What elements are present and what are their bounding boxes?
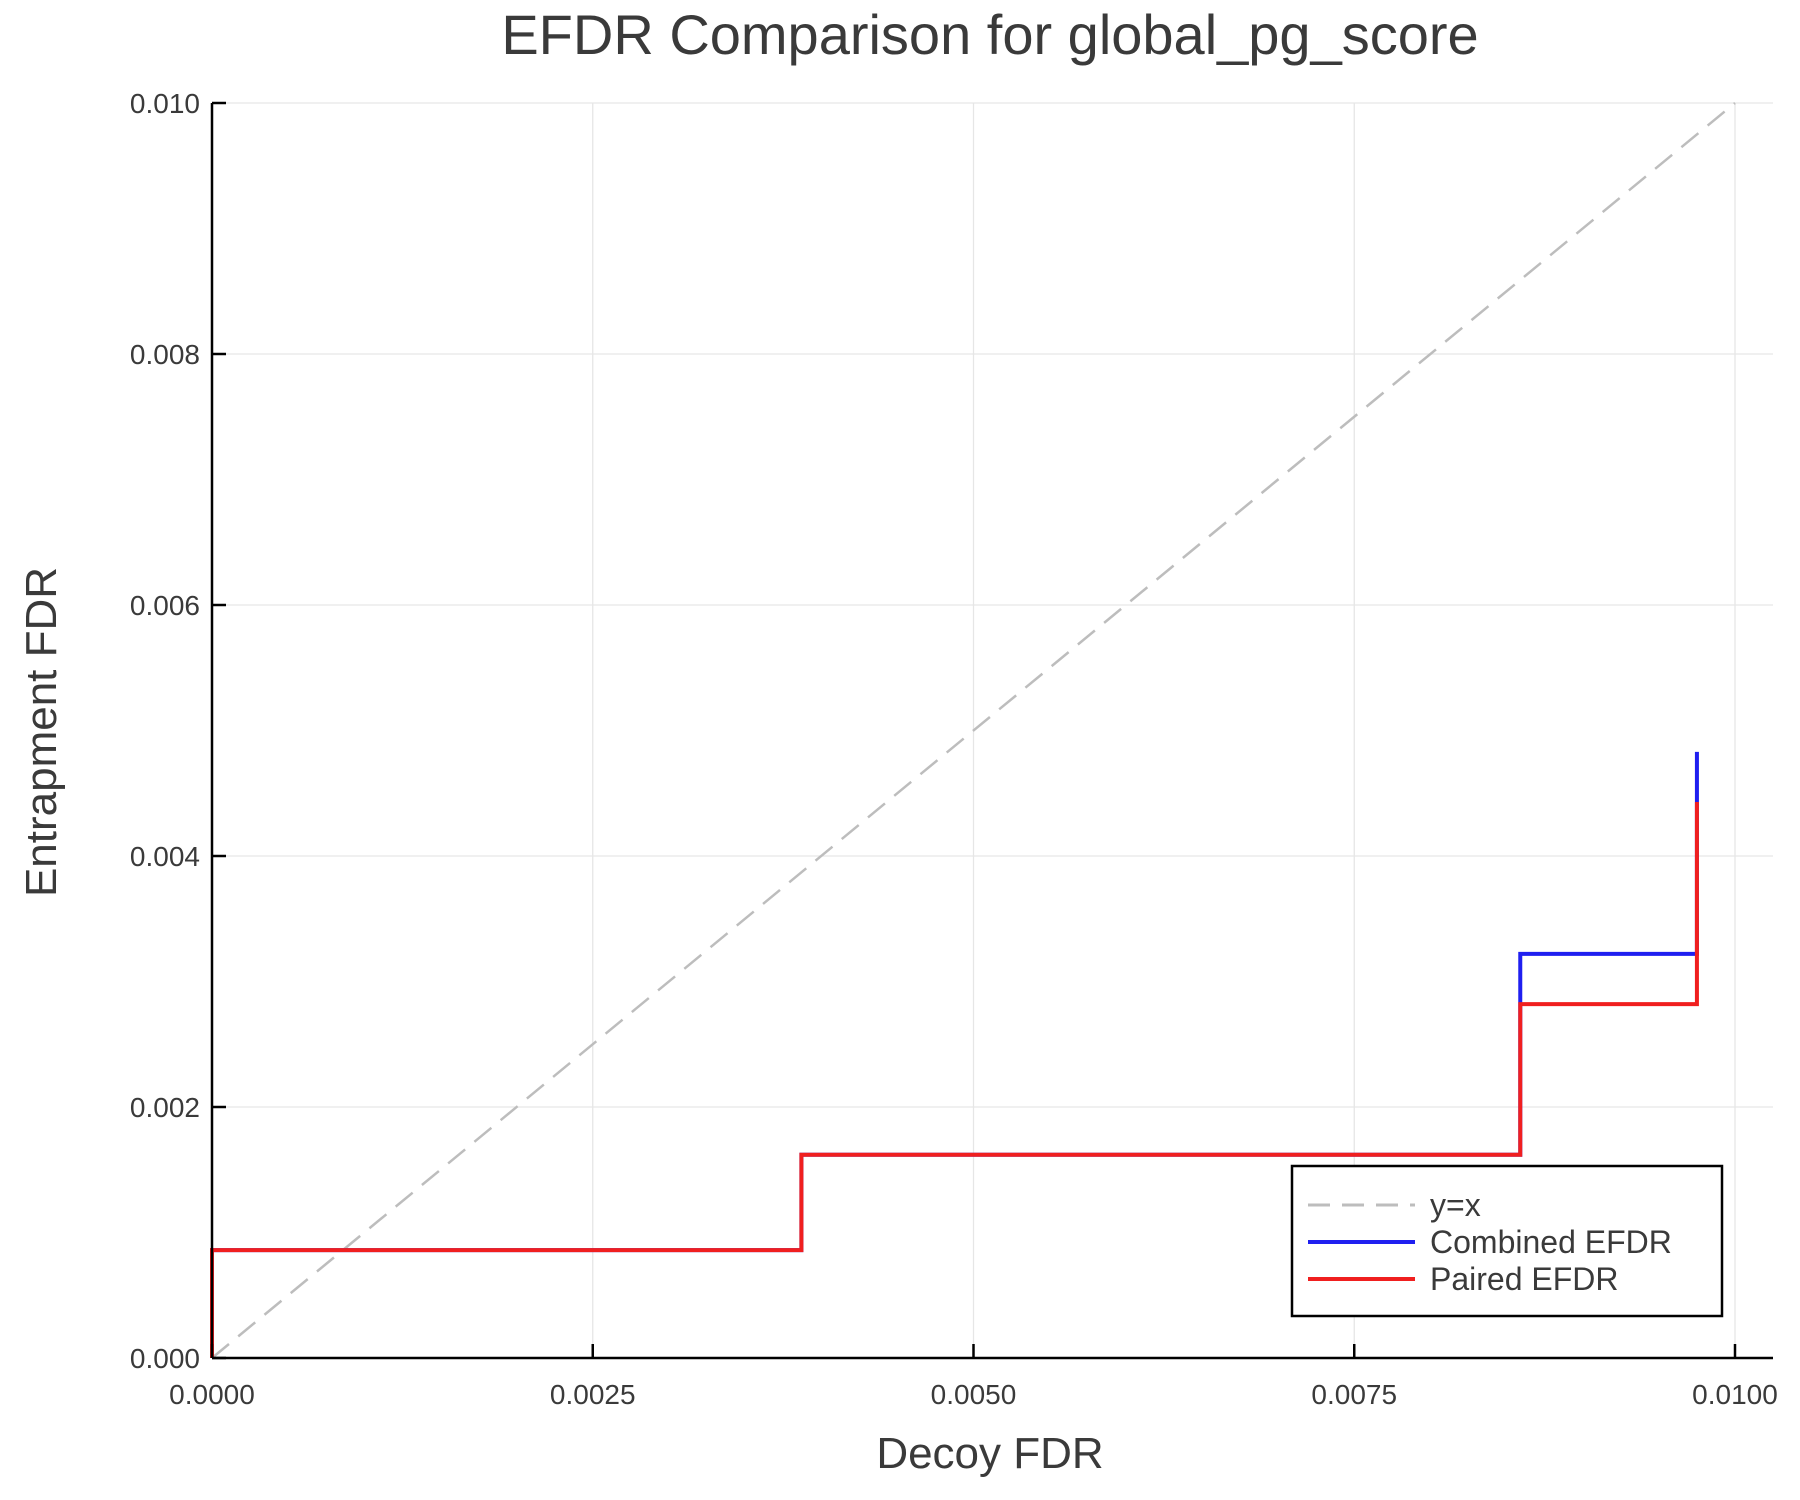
legend: y=x Combined EFDR Paired EFDR — [1290, 1164, 1724, 1318]
x-tick-label: 0.0000 — [169, 1379, 255, 1410]
x-tick-label: 0.0050 — [931, 1379, 1017, 1410]
x-tick-label: 0.0025 — [550, 1379, 636, 1410]
y-tick-label: 0.000 — [130, 1343, 200, 1374]
x-axis-label: Decoy FDR — [876, 1429, 1103, 1478]
legend-label-combined-efdr: Combined EFDR — [1430, 1224, 1672, 1260]
y-tick-label: 0.004 — [130, 841, 200, 872]
legend-label-paired-efdr: Paired EFDR — [1430, 1261, 1619, 1297]
axes-layer — [210, 103, 1773, 1360]
series-layer — [210, 102, 1736, 1359]
legend-label-y-equals-x: y=x — [1430, 1187, 1481, 1223]
chart-title: EFDR Comparison for global_pg_score — [501, 3, 1478, 66]
y-tick-label: 0.002 — [130, 1092, 200, 1123]
series-line-y-x — [211, 102, 1736, 1359]
x-tick-label: 0.0075 — [1311, 1379, 1397, 1410]
y-tick-label: 0.008 — [130, 339, 200, 370]
y-axis-label: Entrapment FDR — [17, 567, 66, 897]
x-tick-label: 0.0100 — [1692, 1379, 1778, 1410]
ticks-layer: 0.0000 0.0025 0.0050 0.0075 0.0100 0.000 0.002… — [130, 88, 1778, 1410]
series-line-paired-efdr — [210, 802, 1699, 1358]
y-tick-label: 0.006 — [130, 590, 200, 621]
y-tick-label: 0.010 — [130, 88, 200, 119]
